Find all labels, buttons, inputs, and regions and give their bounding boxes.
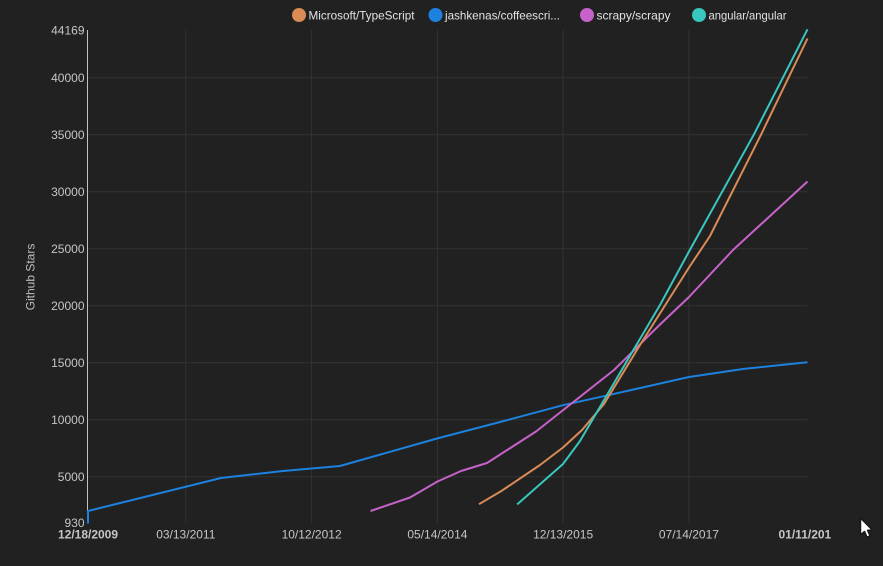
svg-text:01/11/201: 01/11/201 xyxy=(779,528,832,542)
svg-text:30000: 30000 xyxy=(51,185,85,199)
svg-text:20000: 20000 xyxy=(51,299,85,313)
svg-text:Github Stars: Github Stars xyxy=(24,244,38,311)
svg-text:07/14/2017: 07/14/2017 xyxy=(659,528,719,542)
svg-text:35000: 35000 xyxy=(51,128,85,142)
svg-text:930: 930 xyxy=(64,516,84,530)
svg-text:scrapy/scrapy: scrapy/scrapy xyxy=(597,9,671,23)
svg-text:03/13/2011: 03/13/2011 xyxy=(156,528,215,542)
svg-text:12/18/2009: 12/18/2009 xyxy=(58,528,118,542)
svg-text:angular/angular: angular/angular xyxy=(709,9,787,23)
svg-text:10000: 10000 xyxy=(51,413,85,427)
svg-text:Microsoft/TypeScript: Microsoft/TypeScript xyxy=(309,9,416,23)
svg-text:40000: 40000 xyxy=(51,71,85,85)
svg-text:15000: 15000 xyxy=(51,356,85,370)
svg-text:10/12/2012: 10/12/2012 xyxy=(282,528,342,542)
svg-text:25000: 25000 xyxy=(51,242,85,256)
svg-text:12/13/2015: 12/13/2015 xyxy=(533,528,593,542)
svg-text:5000: 5000 xyxy=(58,470,85,484)
svg-text:jashkenas/coffeescri...: jashkenas/coffeescri... xyxy=(444,9,560,23)
svg-text:44169: 44169 xyxy=(51,24,85,38)
svg-text:05/14/2014: 05/14/2014 xyxy=(407,528,467,542)
